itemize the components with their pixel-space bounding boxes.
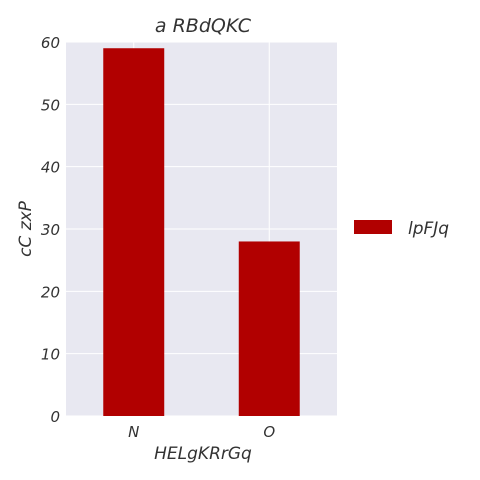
y-tick-label: 20 bbox=[41, 283, 60, 301]
y-tick-labels: 0 10 20 30 40 50 60 bbox=[41, 34, 60, 426]
y-tick-label: 30 bbox=[41, 221, 60, 239]
bar-N bbox=[103, 48, 165, 416]
y-tick-label: 50 bbox=[41, 96, 60, 114]
x-tick-label: N bbox=[128, 423, 139, 441]
y-tick-label: 60 bbox=[41, 34, 60, 52]
chart-title: a RBdQKC bbox=[155, 15, 252, 37]
y-axis-label: cC zxP bbox=[16, 200, 36, 257]
legend: lpFJq bbox=[354, 219, 449, 239]
legend-swatch bbox=[354, 220, 392, 234]
legend-label: lpFJq bbox=[408, 219, 449, 239]
bar-series bbox=[103, 48, 300, 416]
bar-O bbox=[238, 241, 300, 416]
x-tick-label: O bbox=[263, 423, 275, 441]
x-axis-label: HELgKRrGq bbox=[154, 444, 252, 464]
y-tick-label: 0 bbox=[50, 408, 60, 426]
y-tick-label: 40 bbox=[41, 159, 60, 177]
y-tick-label: 10 bbox=[41, 346, 60, 364]
